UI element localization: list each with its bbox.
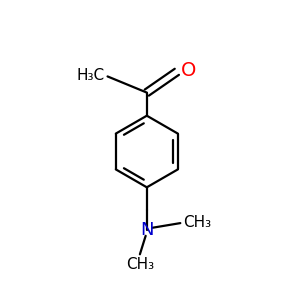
Text: N: N xyxy=(140,221,154,239)
Text: O: O xyxy=(181,61,197,80)
Text: CH₃: CH₃ xyxy=(126,257,154,272)
Text: CH₃: CH₃ xyxy=(183,215,211,230)
Text: H₃C: H₃C xyxy=(77,68,105,83)
